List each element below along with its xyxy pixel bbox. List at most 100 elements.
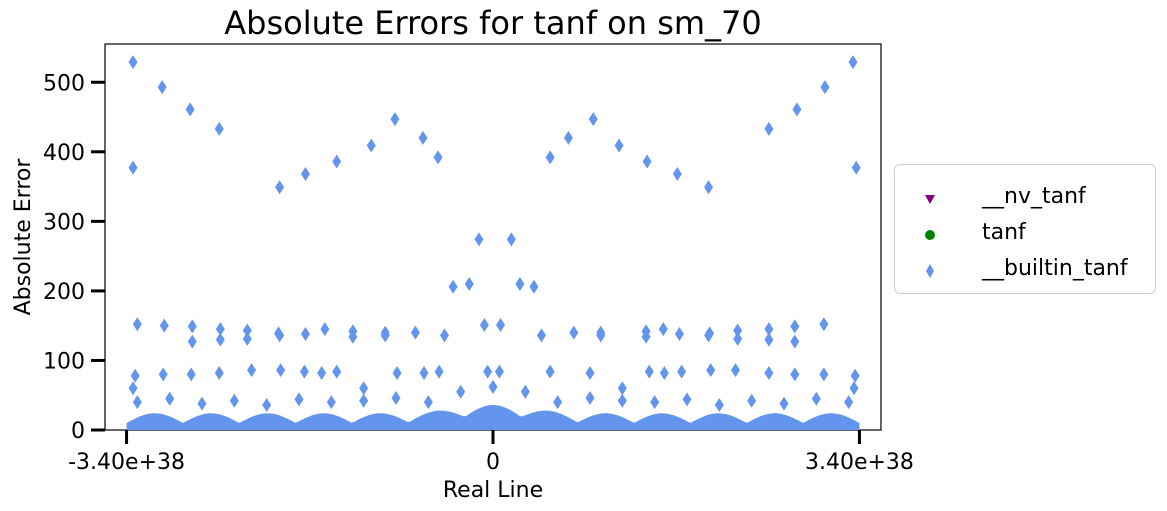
legend-label: __builtin_tanf xyxy=(982,256,1128,281)
data-point xyxy=(132,317,142,332)
data-point xyxy=(537,328,546,343)
data-point xyxy=(158,367,168,382)
data-point xyxy=(596,328,606,343)
data-point xyxy=(790,334,800,349)
data-point xyxy=(380,328,390,343)
x-tick-label: 3.40e+38 xyxy=(805,450,914,475)
data-point xyxy=(569,325,579,340)
data-point xyxy=(747,393,757,408)
data-point xyxy=(242,323,252,338)
data-point xyxy=(819,367,829,382)
x-axis-label: Real Line xyxy=(443,478,543,503)
data-point xyxy=(300,327,310,342)
data-point xyxy=(448,279,458,294)
data-point xyxy=(851,160,861,175)
circle-marker-icon xyxy=(925,230,935,240)
y-tick-label: 0 xyxy=(71,419,85,444)
data-point xyxy=(197,396,207,411)
y-tick-label: 300 xyxy=(43,210,85,235)
data-point xyxy=(764,365,774,380)
data-point xyxy=(704,180,714,195)
data-point xyxy=(359,393,369,408)
data-point xyxy=(410,325,420,340)
data-point xyxy=(185,102,195,117)
data-point xyxy=(496,317,506,332)
data-point xyxy=(733,323,743,338)
data-point xyxy=(672,167,682,182)
data-point xyxy=(130,368,140,383)
data-point xyxy=(483,364,493,379)
data-point xyxy=(391,391,401,406)
data-point xyxy=(706,363,716,378)
x-tick-label: 0 xyxy=(486,450,500,475)
y-tick-label: 500 xyxy=(43,71,85,96)
data-point xyxy=(617,381,627,396)
data-point xyxy=(820,80,830,95)
data-point xyxy=(128,55,138,70)
data-point xyxy=(848,55,858,70)
y-tick-label: 100 xyxy=(43,349,85,374)
data-point xyxy=(506,232,516,247)
data-point xyxy=(764,322,774,337)
data-point xyxy=(515,276,525,291)
plot-frame xyxy=(104,43,882,431)
data-point xyxy=(275,180,285,195)
data-point xyxy=(790,319,800,334)
data-point xyxy=(779,396,789,411)
data-point xyxy=(677,364,687,379)
legend-item-nv-tanf: __nv_tanf xyxy=(895,181,1155,217)
data-point xyxy=(299,364,309,379)
data-point xyxy=(247,363,257,378)
chart-title: Absolute Errors for tanf on sm_70 xyxy=(224,4,762,42)
legend: __nv_tanf tanf __builtin_tanf xyxy=(894,164,1156,294)
data-point xyxy=(317,365,327,380)
data-point xyxy=(215,332,225,347)
x-axis: -3.40e+38 0 3.40e+38 xyxy=(68,430,914,475)
y-axis: 0 100 200 300 400 500 xyxy=(43,71,105,444)
data-point xyxy=(186,367,196,382)
data-point xyxy=(479,317,489,332)
data-point xyxy=(644,364,654,379)
y-tick-label: 400 xyxy=(43,141,85,166)
data-point xyxy=(165,391,175,406)
data-point xyxy=(159,318,169,333)
legend-label: __nv_tanf xyxy=(982,184,1086,209)
data-point xyxy=(128,160,138,175)
data-point xyxy=(359,381,369,396)
data-point xyxy=(811,391,821,406)
data-point xyxy=(488,379,498,394)
data-point xyxy=(390,112,400,127)
data-point xyxy=(585,365,595,380)
data-point xyxy=(520,384,530,399)
data-point xyxy=(423,395,433,410)
data-point xyxy=(614,138,624,153)
legend-item-builtin-tanf: __builtin_tanf xyxy=(895,253,1155,289)
data-point xyxy=(588,112,598,127)
data-point xyxy=(464,276,474,291)
data-point xyxy=(764,121,774,136)
legend-item-tanf: tanf xyxy=(895,217,1155,253)
data-point xyxy=(563,130,573,145)
data-point xyxy=(849,381,859,396)
data-point xyxy=(215,322,225,337)
thin-diamond-marker-icon xyxy=(926,264,934,278)
data-point xyxy=(366,138,376,153)
data-point xyxy=(157,80,167,95)
y-tick-label: 200 xyxy=(43,280,85,305)
data-point xyxy=(128,381,138,396)
data-point xyxy=(650,395,660,410)
data-point xyxy=(456,384,466,399)
data-point xyxy=(320,322,330,337)
data-point xyxy=(682,392,692,407)
data-point xyxy=(545,150,555,165)
data-point xyxy=(392,365,402,380)
data-point xyxy=(275,328,285,343)
data-point xyxy=(132,395,142,410)
data-point xyxy=(214,365,224,380)
data-point xyxy=(529,279,539,294)
data-point xyxy=(187,334,197,349)
x-tick-label: -3.40e+38 xyxy=(68,450,185,475)
plot-area xyxy=(104,43,882,431)
data-point xyxy=(850,368,860,383)
